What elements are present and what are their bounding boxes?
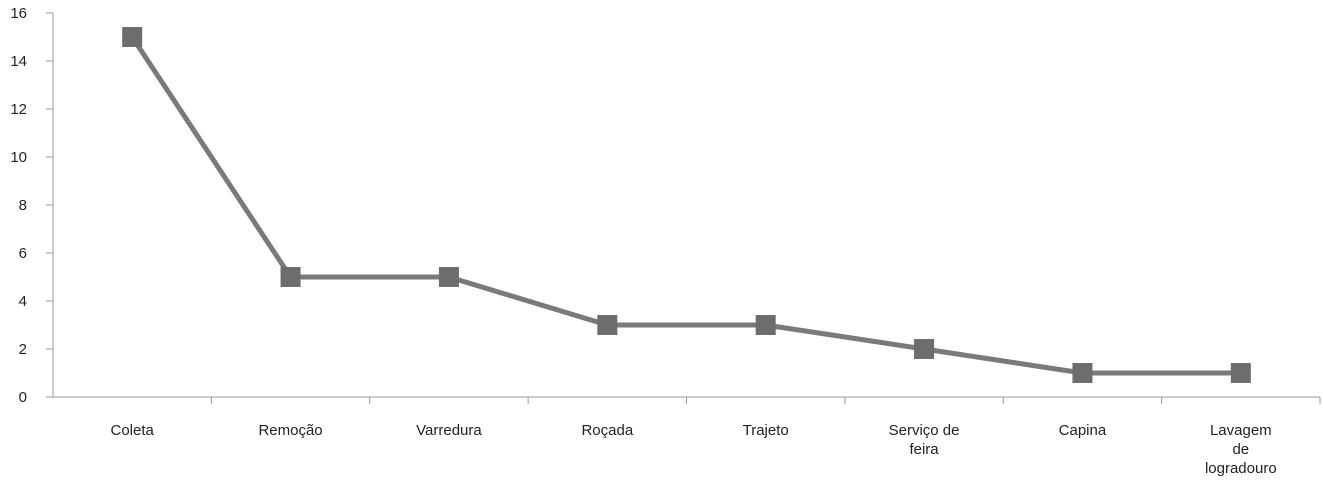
y-tick-label: 14 <box>10 53 27 70</box>
x-tick-label: Lavagem de logradouro <box>1205 422 1277 477</box>
data-point <box>597 315 618 335</box>
y-tick-label: 10 <box>10 149 27 166</box>
y-tick-label: 16 <box>10 5 27 22</box>
x-axis: Coleta Remoção Varredura Roçada Trajeto Servi… <box>53 396 1321 477</box>
data-point <box>1230 363 1251 383</box>
x-tick-label-line: Remoção <box>258 422 322 439</box>
x-tick-label: Capina <box>1059 422 1107 439</box>
x-tick-label-line: Capina <box>1059 422 1107 439</box>
x-tick-label: Trajeto <box>743 422 789 439</box>
x-tick-label: Roçada <box>581 422 633 439</box>
x-tick-label: Remoção <box>258 422 322 439</box>
data-point <box>122 27 143 47</box>
y-tick-label: 12 <box>10 101 27 118</box>
y-tick-label: 0 <box>19 389 27 406</box>
series-layer <box>122 27 1251 383</box>
data-point <box>755 315 776 335</box>
x-tick-label-line: feira <box>909 441 939 458</box>
data-point <box>438 267 459 287</box>
x-tick-label-line: logradouro <box>1205 460 1277 477</box>
x-tick-label: Varredura <box>416 422 482 439</box>
data-point <box>280 267 301 287</box>
y-tick-label: 2 <box>19 341 27 358</box>
x-tick-label-line: de <box>1232 441 1249 458</box>
series-line <box>129 34 1244 376</box>
x-tick-label: Serviço de feira <box>889 422 960 458</box>
y-tick-label: 6 <box>19 245 27 262</box>
x-tick-label-line: Varredura <box>416 422 482 439</box>
y-tick-label: 8 <box>19 197 27 214</box>
y-axis: 0 2 4 6 8 10 12 14 16 <box>10 5 54 406</box>
x-tick-label: Coleta <box>111 422 155 439</box>
x-tick-label-line: Serviço de <box>889 422 960 439</box>
x-tick-label-line: Lavagem <box>1210 422 1272 439</box>
data-point <box>1072 363 1093 383</box>
y-tick-label: 4 <box>19 293 27 310</box>
x-tick-label-line: Coleta <box>111 422 155 439</box>
x-tick-label-line: Roçada <box>581 422 633 439</box>
x-tick-label-line: Trajeto <box>743 422 789 439</box>
data-point <box>914 339 935 359</box>
